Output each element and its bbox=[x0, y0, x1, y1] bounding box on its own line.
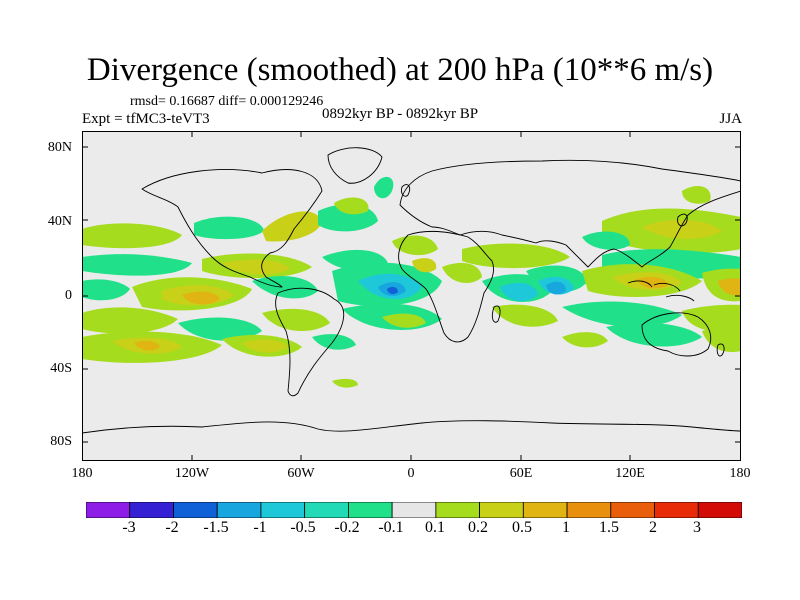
colorbar-swatch bbox=[654, 502, 699, 518]
contour-patch bbox=[242, 339, 288, 353]
coastline-madagascar bbox=[491, 305, 501, 323]
lon-tick-120e: 120E bbox=[615, 466, 645, 481]
colorbar bbox=[86, 502, 742, 518]
contour-patch bbox=[412, 258, 437, 273]
contour-patch bbox=[546, 281, 566, 295]
season-label: JJA bbox=[719, 111, 742, 127]
contour-patch bbox=[442, 262, 482, 283]
stats-line: rmsd= 0.16687 diff= 0.000129246 bbox=[130, 94, 324, 109]
colorbar-label: 0.1 bbox=[425, 519, 445, 536]
contour-patch bbox=[682, 304, 741, 333]
contour-patch bbox=[562, 332, 608, 348]
coastline-greenland bbox=[327, 147, 383, 184]
lon-tick-60w: 60W bbox=[287, 466, 315, 481]
coastline-eurasia bbox=[399, 159, 741, 268]
contour-patch bbox=[682, 186, 711, 204]
lat-tick-80s: 80S bbox=[50, 434, 72, 449]
colorbar-label: -1.5 bbox=[203, 519, 229, 536]
colorbar-swatch bbox=[173, 502, 218, 518]
contour-patch bbox=[182, 291, 220, 305]
contour-patch bbox=[462, 243, 570, 269]
period-label: 0892kyr BP - 0892kyr BP bbox=[322, 106, 479, 122]
colorbar-label: 1 bbox=[562, 519, 570, 536]
colorbar-label: 0.2 bbox=[468, 519, 488, 536]
contour-patch bbox=[252, 276, 318, 299]
colorbar-swatch bbox=[216, 502, 262, 518]
contour-patch bbox=[82, 307, 178, 334]
coastline-new-zealand bbox=[716, 343, 725, 357]
lat-tick-40s: 40S bbox=[50, 361, 72, 376]
colorbar-label: 0.5 bbox=[512, 519, 532, 536]
contour-patch bbox=[702, 326, 741, 353]
colorbar-label: -0.5 bbox=[290, 519, 316, 536]
colorbar-swatch bbox=[260, 502, 306, 518]
colorbar-swatch bbox=[479, 502, 524, 518]
colorbar-label: -2 bbox=[165, 519, 179, 536]
colorbar-label: -1 bbox=[253, 519, 267, 536]
lon-tick-120w: 120W bbox=[174, 466, 210, 481]
colorbar-swatch bbox=[522, 502, 568, 518]
experiment-label: Expt = tfMC3-teVT3 bbox=[82, 111, 210, 127]
coastline-indonesia bbox=[627, 280, 695, 302]
contour-patch bbox=[718, 278, 741, 296]
contour-patch bbox=[642, 219, 722, 239]
coastline-australia bbox=[641, 312, 712, 357]
colorbar-swatch bbox=[610, 502, 655, 518]
colorbar-swatch bbox=[129, 502, 174, 518]
contour-patch bbox=[387, 286, 398, 295]
contour-patch bbox=[382, 313, 426, 328]
contour-patch bbox=[334, 197, 369, 215]
divergence-map bbox=[82, 131, 741, 461]
coastline-uk bbox=[401, 184, 411, 197]
colorbar-swatch bbox=[435, 502, 480, 518]
map-title: Divergence (smoothed) at 200 hPa (10**6 … bbox=[86, 52, 714, 88]
contour-patch bbox=[562, 301, 682, 327]
colorbar-swatch bbox=[697, 502, 742, 518]
coastline-north-america bbox=[141, 169, 323, 288]
contour-patch bbox=[82, 279, 130, 301]
contour-patch bbox=[134, 340, 160, 351]
contour-patch bbox=[222, 259, 290, 275]
lat-tick-0: 0 bbox=[65, 288, 72, 303]
contour-patch bbox=[312, 334, 356, 350]
contour-patch bbox=[606, 322, 702, 347]
lat-tick-80n: 80N bbox=[47, 140, 72, 155]
lon-tick-0: 0 bbox=[407, 466, 415, 481]
lon-tick-180e: 180 bbox=[729, 466, 751, 481]
colorbar-label: 1.5 bbox=[599, 519, 619, 536]
colorbar-swatch bbox=[391, 502, 437, 518]
colorbar-label: 2 bbox=[649, 519, 657, 536]
colorbar-label: -3 bbox=[122, 519, 136, 536]
axis-ticks bbox=[82, 131, 741, 461]
colorbar-swatch bbox=[566, 502, 612, 518]
contour-patch bbox=[82, 223, 182, 249]
lon-tick-180w: 180 bbox=[71, 466, 93, 481]
colorbar-label: 3 bbox=[693, 519, 701, 536]
contour-patch bbox=[82, 254, 192, 276]
contour-patch bbox=[332, 378, 358, 388]
contour-patch bbox=[636, 277, 668, 289]
contour-patch bbox=[262, 308, 330, 332]
colorbar-swatch bbox=[304, 502, 349, 518]
contour-patch bbox=[178, 317, 262, 341]
contour-patch bbox=[194, 216, 264, 240]
colorbar-label: -0.2 bbox=[334, 519, 360, 536]
lat-tick-40n: 40N bbox=[47, 214, 72, 229]
colorbar-swatch bbox=[347, 502, 393, 518]
contour-patch bbox=[374, 176, 394, 199]
coastline-antarctica bbox=[82, 420, 741, 434]
contour-patch bbox=[492, 304, 558, 327]
divergence-contours bbox=[82, 176, 741, 388]
colorbar-label: -0.1 bbox=[378, 519, 404, 536]
contour-patch bbox=[582, 231, 630, 250]
coastline-south-america bbox=[275, 287, 345, 397]
coastline-africa bbox=[398, 230, 495, 343]
colorbar-swatch bbox=[86, 502, 131, 518]
contour-patch bbox=[262, 211, 322, 242]
coastlines bbox=[82, 147, 741, 434]
contour-patch bbox=[500, 282, 538, 302]
coastline-japan bbox=[677, 213, 688, 227]
lon-tick-60e: 60E bbox=[509, 466, 533, 481]
